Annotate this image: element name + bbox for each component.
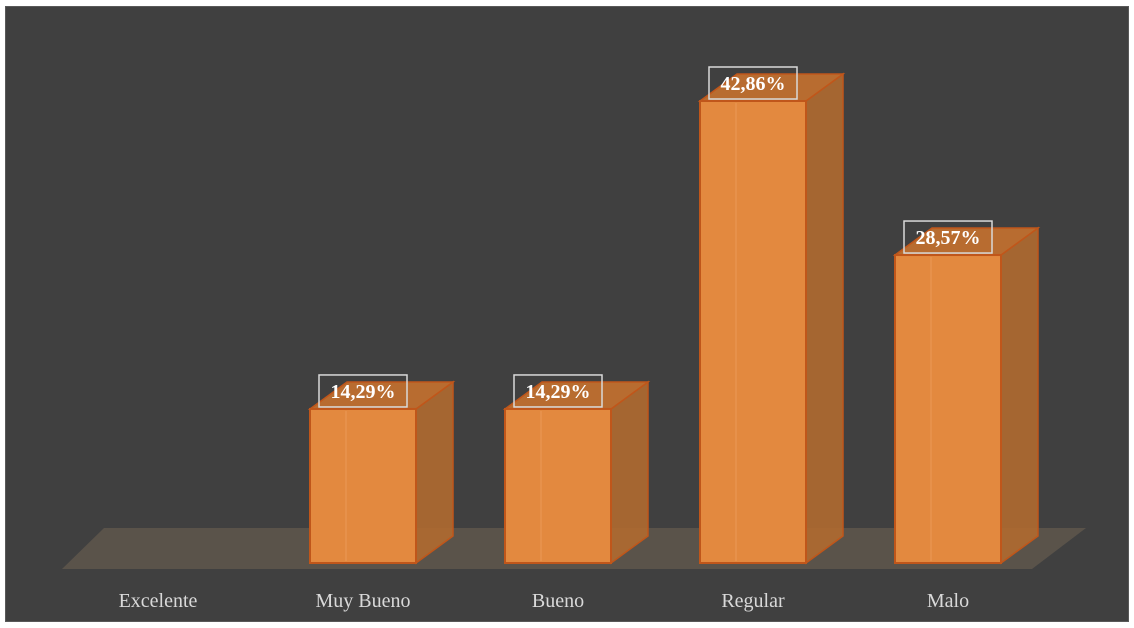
bar-side bbox=[415, 380, 454, 565]
bar-muy-bueno bbox=[307, 380, 456, 565]
x-tick-label: Regular bbox=[721, 590, 785, 612]
bar-front bbox=[894, 254, 1002, 565]
data-labels: 14,29% 14,29% 42,86% 28,57% bbox=[318, 66, 993, 408]
bar-regular bbox=[697, 72, 846, 565]
bar-bueno bbox=[502, 380, 651, 565]
bar-chart: 14,29% 14,29% 42,86% 28,57% Excelente Muy Bu… bbox=[62, 66, 1086, 612]
bar-front bbox=[504, 407, 612, 565]
x-tick-label: Bueno bbox=[532, 590, 584, 612]
data-label-box bbox=[513, 374, 603, 408]
x-tick-label: Muy Bueno bbox=[316, 590, 411, 612]
x-tick-label: Excelente bbox=[119, 590, 198, 612]
data-label-text: 14,29% bbox=[526, 381, 591, 403]
data-label-text: 28,57% bbox=[916, 227, 981, 249]
bars bbox=[307, 72, 1041, 565]
data-label-2: 14,29% bbox=[513, 374, 603, 408]
bar-front bbox=[699, 100, 807, 564]
bar-side bbox=[1000, 226, 1039, 565]
bar-side bbox=[805, 72, 844, 565]
x-tick-label: Malo bbox=[927, 590, 969, 612]
data-label-box bbox=[708, 66, 798, 100]
data-label-box bbox=[903, 220, 993, 254]
category-labels: Excelente Muy Bueno Bueno Regular Malo bbox=[119, 590, 970, 612]
bar-malo bbox=[892, 226, 1041, 565]
data-label-box bbox=[318, 374, 408, 408]
data-label-text: 42,86% bbox=[721, 73, 786, 95]
data-label-3: 42,86% bbox=[708, 66, 798, 100]
chart-area: 14,29% 14,29% 42,86% 28,57% Excelente Muy Bu… bbox=[5, 6, 1129, 622]
bar-side bbox=[610, 380, 649, 565]
data-label-text: 14,29% bbox=[331, 381, 396, 403]
data-label-1: 14,29% bbox=[318, 374, 408, 408]
data-label-4: 28,57% bbox=[903, 220, 993, 254]
bar-front bbox=[309, 407, 417, 565]
